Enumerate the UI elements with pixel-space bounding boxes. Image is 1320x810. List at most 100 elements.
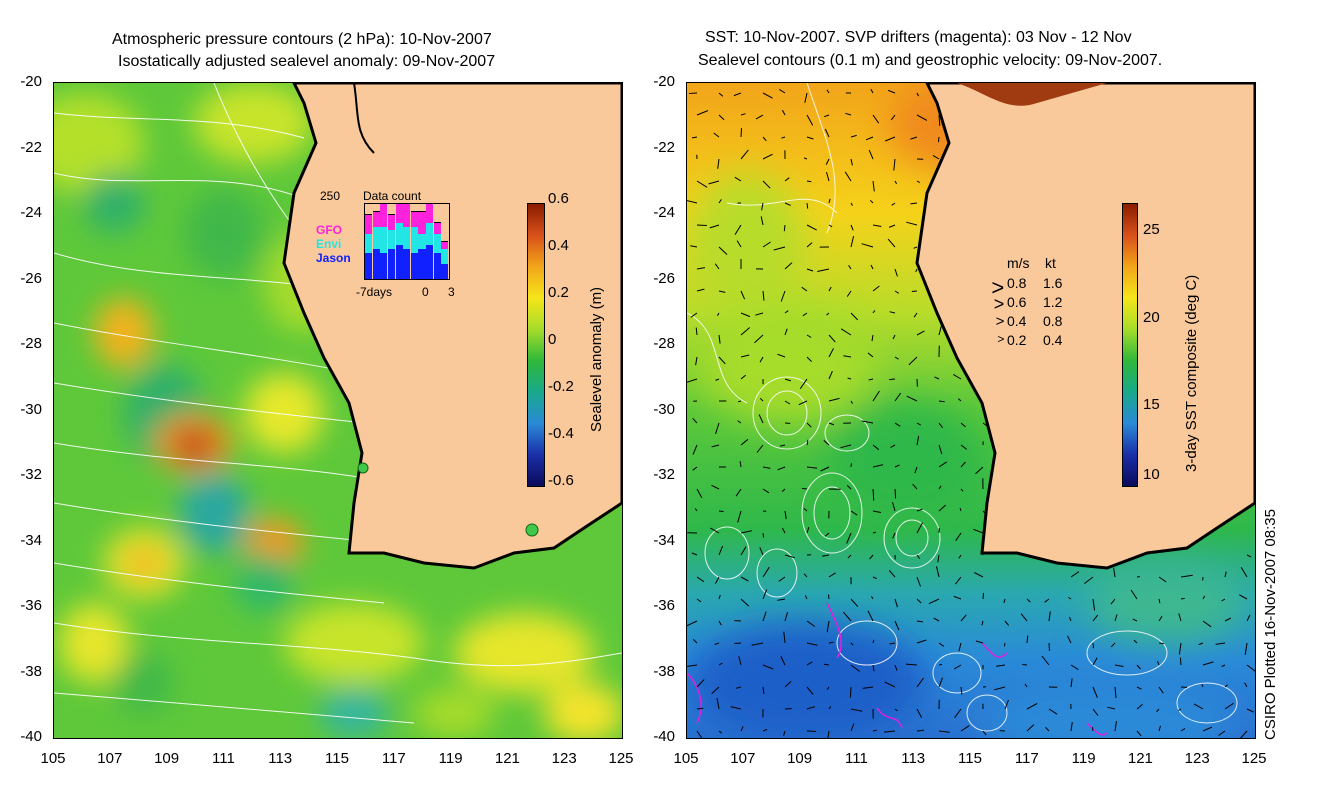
velocity-vector	[824, 114, 830, 118]
inset-bar-segment-jason	[441, 263, 449, 279]
velocity-vector	[891, 202, 896, 206]
velocity-vector	[718, 92, 724, 97]
velocity-vector	[960, 444, 967, 450]
velocity-vector	[872, 531, 877, 534]
velocity-vector	[957, 398, 962, 402]
lon-tick-label: 107	[730, 750, 756, 767]
velocity-vector	[1224, 684, 1228, 688]
velocity-vector	[740, 726, 744, 732]
velocity-vector	[846, 532, 852, 544]
velocity-vector	[762, 589, 768, 600]
velocity-vector	[916, 508, 923, 512]
inset-bar-segment-gfo	[403, 203, 411, 227]
inset-bar-segment-jason	[387, 248, 396, 279]
colorbar-tick-label: 25	[1143, 221, 1160, 238]
colorbar-tick-label: 15	[1143, 396, 1160, 413]
velocity-kt-value: 1.6	[1043, 275, 1063, 291]
velocity-vector	[889, 311, 896, 314]
velocity-vector	[958, 642, 962, 652]
velocity-vector	[687, 378, 698, 383]
velocity-vector	[850, 598, 859, 608]
velocity-vector	[1244, 682, 1248, 688]
velocity-vector	[843, 611, 852, 622]
velocity-vector	[740, 374, 747, 380]
velocity-vector	[1202, 726, 1213, 732]
velocity-vector	[740, 113, 746, 116]
velocity-vector	[696, 598, 702, 603]
velocity-vector	[713, 132, 720, 138]
velocity-vector	[784, 310, 789, 314]
velocity-vector	[892, 532, 896, 539]
velocity-vector	[1244, 642, 1248, 655]
lon-tick-label: 105	[673, 750, 699, 767]
velocity-vector	[861, 243, 874, 248]
inset-bar-segment-jason	[395, 244, 403, 279]
velocity-vector	[933, 617, 940, 622]
lat-tick-label: -40	[20, 728, 42, 745]
velocity-vector	[872, 390, 880, 402]
lat-tick-label: -36	[20, 597, 42, 614]
velocity-arrow-icon: >	[997, 332, 1005, 346]
velocity-vector	[696, 180, 708, 188]
velocity-vector	[955, 576, 962, 585]
velocity-vector	[781, 136, 786, 139]
velocity-vector	[828, 371, 833, 380]
velocity-vector	[1114, 686, 1117, 699]
velocity-vector	[717, 158, 720, 169]
velocity-vector	[826, 312, 830, 316]
velocity-vector	[850, 158, 853, 166]
velocity-vector	[759, 547, 764, 556]
velocity-vector	[850, 202, 853, 206]
velocity-vector	[849, 686, 852, 698]
velocity-kt-value: 1.2	[1043, 294, 1063, 310]
velocity-vector	[740, 576, 749, 582]
velocity-vector	[975, 640, 984, 644]
velocity-vector	[740, 354, 750, 358]
inset-bar-segment-envi	[395, 221, 403, 246]
inset-bar-segment-envi	[380, 225, 388, 253]
velocity-vector	[736, 240, 742, 248]
velocity-vector	[1041, 655, 1050, 666]
velocity-vector	[887, 238, 896, 248]
velocity-vector	[953, 595, 962, 600]
velocity-vector	[828, 572, 836, 578]
inset-bar-segment-jason	[365, 251, 373, 279]
velocity-vector	[868, 149, 874, 160]
velocity-vector	[740, 290, 746, 300]
velocity-vector	[777, 598, 786, 601]
velocity-vector	[850, 664, 860, 672]
velocity-vector	[799, 378, 808, 389]
velocity-vector	[974, 572, 984, 578]
velocity-vector	[828, 594, 830, 600]
inset-legend-gfo: GFO	[316, 223, 342, 237]
velocity-vector	[872, 464, 884, 468]
velocity-vector	[1158, 598, 1161, 604]
velocity-vector	[759, 356, 764, 363]
velocity-vector	[1092, 708, 1099, 716]
velocity-vector	[709, 224, 720, 229]
velocity-vector	[734, 642, 742, 644]
lat-tick-label: -28	[20, 335, 42, 352]
velocity-vector	[718, 545, 724, 556]
lon-tick-label: 115	[958, 750, 982, 767]
velocity-vector	[822, 554, 830, 557]
inset-bar-segment-jason	[372, 248, 380, 279]
sst-patches	[687, 83, 1247, 738]
velocity-ms-value: 0.2	[1007, 332, 1027, 348]
velocity-vector	[824, 532, 830, 537]
velocity-vector	[806, 642, 818, 646]
velocity-vector	[872, 310, 876, 314]
velocity-vector	[1201, 683, 1204, 688]
lat-tick-label: -36	[653, 597, 675, 614]
velocity-vector	[958, 554, 962, 559]
velocity-vector	[716, 697, 720, 710]
velocity-vector	[714, 576, 720, 584]
lat-tick-label: -40	[653, 728, 675, 745]
velocity-vector	[928, 598, 940, 605]
lon-tick-label: 111	[211, 750, 235, 767]
velocity-vector	[908, 356, 918, 366]
right-title-line2: Sealevel contours (0.1 m) and geostrophi…	[698, 52, 1163, 69]
velocity-vector	[777, 466, 786, 471]
velocity-vector	[1180, 597, 1185, 600]
velocity-vector	[756, 444, 764, 453]
